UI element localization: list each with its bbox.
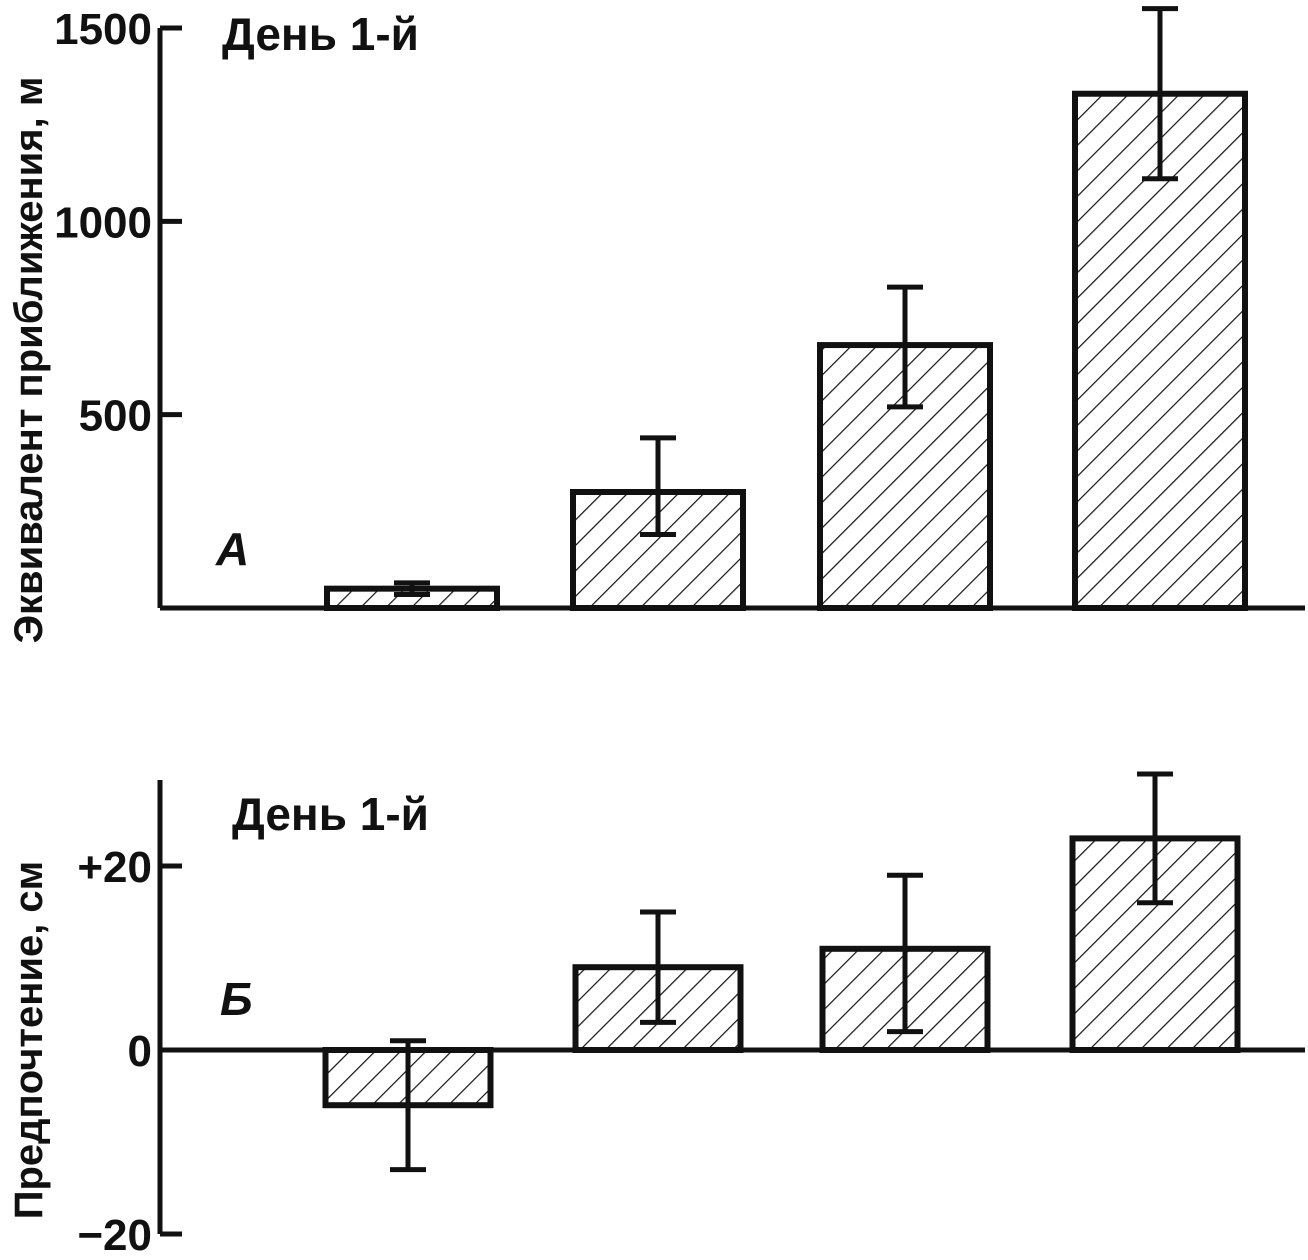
panel-b-y-tick-label: 0: [128, 1027, 152, 1076]
panel-a-y-tick-label: 1000: [54, 198, 152, 247]
panel-a-letter: А: [215, 523, 249, 575]
panel-b-y-tick-label: −20: [77, 1211, 152, 1260]
panel-a-y-tick-label: 1500: [54, 5, 152, 54]
panel-b-y-tick-label: +20: [77, 843, 152, 892]
panel-a-y-tick-label: 500: [79, 392, 152, 441]
panel-a-marks: 500 1000 1500: [54, 5, 1305, 612]
panel-b: День 1-й Б Предпочтение, см −20 0 +20: [7, 771, 1305, 1260]
panel-b-y-axis-label: Предпочтение, см: [7, 861, 51, 1220]
panel-a-y-axis-label: Эквивалент приближения, м: [7, 77, 51, 644]
panel-b-title: День 1-й: [232, 788, 429, 840]
panel-a-title: День 1-й: [222, 8, 419, 60]
panel-a: День 1-й А Эквивалент приближения, м 500…: [7, 5, 1305, 643]
panel-b-marks: −20 0 +20: [77, 771, 1305, 1260]
panel-b-letter: Б: [220, 973, 253, 1025]
